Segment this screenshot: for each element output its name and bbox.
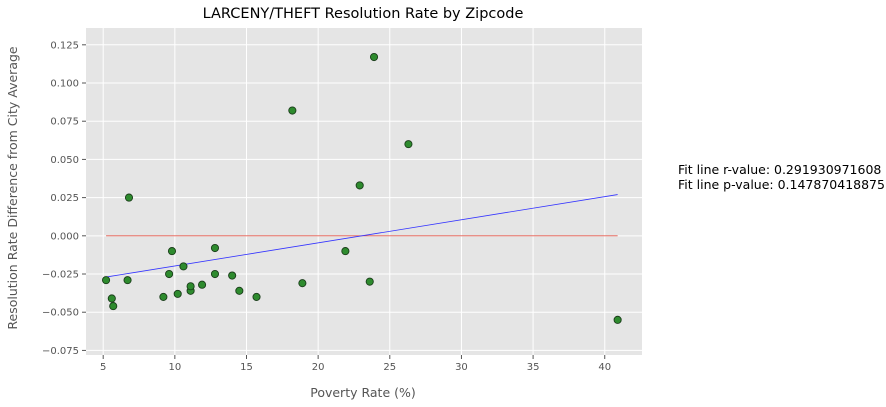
x-tick-label: 40 xyxy=(598,362,611,373)
data-point xyxy=(107,294,116,303)
data-point xyxy=(102,276,111,285)
data-point xyxy=(179,262,188,271)
x-axis-ticks: 5 10 15 20 25 30 35 40 xyxy=(100,355,611,373)
data-point xyxy=(210,269,220,279)
y-tick-label: 0.050 xyxy=(50,155,79,166)
data-point xyxy=(613,315,622,324)
x-tick-label: 20 xyxy=(312,362,325,373)
data-point xyxy=(124,193,134,202)
data-point xyxy=(210,243,220,253)
y-tick-label: 0.000 xyxy=(50,231,79,242)
data-point xyxy=(173,289,182,298)
fit-r-value-annotation: Fit line r-value: 0.291930971608 xyxy=(678,162,882,177)
fit-line xyxy=(105,194,618,278)
data-point xyxy=(186,282,195,291)
y-axis-label: Resolution Rate Difference from City Ave… xyxy=(5,46,20,330)
plot-area xyxy=(86,28,642,355)
x-tick-label: 30 xyxy=(455,362,468,373)
data-point xyxy=(159,292,168,301)
x-axis-label: Poverty Rate (%) xyxy=(310,385,416,400)
data-point xyxy=(167,247,177,256)
data-point xyxy=(288,106,297,115)
x-tick-label: 25 xyxy=(383,362,396,373)
data-points xyxy=(102,52,622,324)
y-tick-label: 0.075 xyxy=(50,117,79,128)
y-axis-ticks: −0.075 −0.050 −0.025 0.000 0.025 0.050 0.075 0.… xyxy=(42,40,86,357)
x-tick-label: 15 xyxy=(240,362,253,373)
x-tick-label: 35 xyxy=(527,362,540,373)
reference-lines xyxy=(105,194,618,278)
y-tick-label: −0.050 xyxy=(42,308,79,319)
data-point xyxy=(228,271,237,280)
data-point xyxy=(365,277,374,286)
data-point xyxy=(235,286,244,295)
data-point xyxy=(404,140,413,149)
data-point xyxy=(355,181,364,190)
data-point xyxy=(341,247,350,256)
y-tick-label: 0.025 xyxy=(50,193,79,204)
x-tick-label: 10 xyxy=(168,362,181,373)
y-tick-label: 0.100 xyxy=(50,79,79,90)
data-point xyxy=(198,280,207,289)
data-point xyxy=(298,279,307,288)
data-point xyxy=(123,276,132,285)
data-point xyxy=(252,292,261,301)
fit-p-value-annotation: Fit line p-value: 0.147870418875 xyxy=(678,177,885,192)
data-point xyxy=(369,52,379,62)
data-point xyxy=(109,302,118,311)
y-tick-label: −0.025 xyxy=(42,270,79,281)
x-tick-label: 5 xyxy=(100,362,106,373)
data-point xyxy=(165,269,174,279)
chart-title: LARCENY/THEFT Resolution Rate by Zipcode xyxy=(203,6,524,22)
y-tick-label: 0.125 xyxy=(50,40,79,51)
y-tick-label: −0.075 xyxy=(42,346,79,357)
